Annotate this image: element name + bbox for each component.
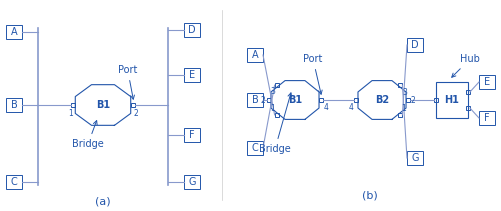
Bar [479, 111, 495, 125]
Text: Hub: Hub [452, 54, 480, 77]
Bar [6, 25, 22, 39]
Text: F: F [484, 113, 490, 123]
Text: Port: Port [303, 54, 323, 94]
Text: F: F [189, 130, 195, 140]
Text: A: A [11, 27, 18, 37]
Bar [466, 106, 470, 110]
Text: C: C [11, 177, 18, 187]
Text: E: E [189, 70, 195, 80]
Bar [398, 83, 402, 87]
Bar [184, 68, 200, 82]
Bar [436, 82, 468, 118]
Text: Port: Port [118, 65, 137, 99]
Text: B2: B2 [375, 95, 389, 105]
Text: B1: B1 [96, 100, 110, 110]
Bar [6, 98, 22, 112]
Bar [406, 98, 410, 102]
Bar [407, 151, 423, 165]
Bar [275, 83, 279, 87]
Bar [184, 128, 200, 142]
Text: 3: 3 [402, 88, 407, 97]
Text: H1: H1 [444, 95, 459, 105]
Bar [247, 141, 263, 155]
Text: Bridge: Bridge [72, 121, 104, 149]
Text: B: B [252, 95, 259, 105]
Bar [184, 23, 200, 37]
Text: 2: 2 [134, 108, 138, 118]
Text: 3: 3 [270, 87, 275, 96]
Bar [247, 48, 263, 62]
Bar [466, 90, 470, 94]
Text: 1: 1 [69, 108, 73, 118]
Bar [434, 98, 438, 102]
Text: A: A [252, 50, 259, 60]
Text: Bridge: Bridge [259, 93, 292, 154]
Text: 4: 4 [349, 103, 353, 111]
Text: 2: 2 [261, 96, 266, 104]
Text: G: G [411, 153, 419, 163]
Text: E: E [484, 77, 490, 87]
Bar [184, 175, 200, 189]
Text: D: D [411, 40, 419, 50]
Bar [398, 113, 402, 117]
Bar [479, 75, 495, 89]
Bar [71, 103, 75, 107]
Text: 4: 4 [324, 103, 329, 111]
Text: B: B [11, 100, 18, 110]
Bar [131, 103, 135, 107]
Text: G: G [188, 177, 196, 187]
Text: (b): (b) [362, 190, 378, 200]
Bar [6, 175, 22, 189]
Bar [267, 98, 271, 102]
Text: C: C [252, 143, 259, 153]
Bar [319, 98, 323, 102]
Text: 1: 1 [270, 104, 275, 113]
Text: B1: B1 [288, 95, 302, 105]
Bar [247, 93, 263, 107]
Text: (a): (a) [95, 197, 111, 207]
Text: 2: 2 [411, 96, 415, 104]
Bar [407, 38, 423, 52]
Text: 1: 1 [401, 104, 406, 113]
Bar [354, 98, 358, 102]
Bar [275, 113, 279, 117]
Text: D: D [188, 25, 196, 35]
